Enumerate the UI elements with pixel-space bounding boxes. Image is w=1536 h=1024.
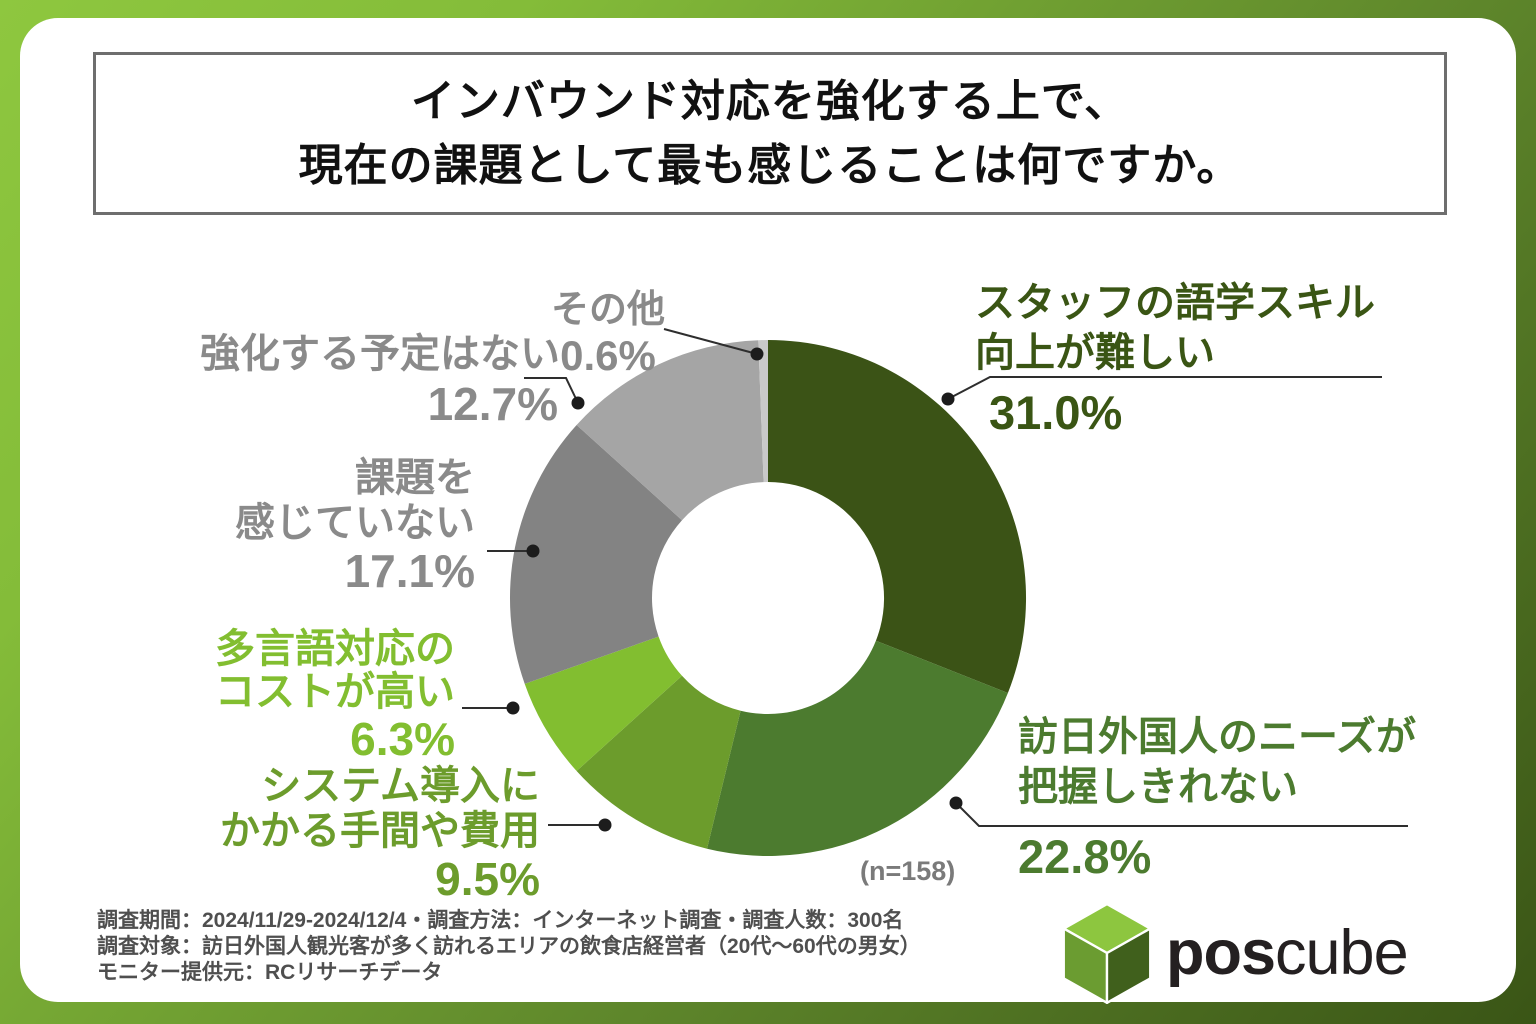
label-no-plan-to-strengthen: 強化する予定はない 12.7% (200, 331, 560, 430)
segment-percent: 0.6% (560, 332, 656, 379)
segment-label-text: かかる手間や費用 (220, 809, 540, 853)
survey-monitor-line: モニター提供元：RCリサーチデータ (97, 961, 443, 984)
segment-label-text: 強化する予定はない (200, 332, 560, 376)
poscube-cube-icon (1062, 902, 1152, 1004)
segment-percent: 9.5% (435, 853, 540, 905)
page-title-line-2: 現在の課題として最も感じることは何ですか。 (298, 140, 1242, 190)
segment-label-text: 把握しきれない (1018, 765, 1298, 809)
sample-size-label: (n=158) (860, 856, 956, 886)
label-system-cost-effort: システム導入に かかる手間や費用 9.5% (200, 764, 540, 904)
segment-label-text: 課題を (355, 456, 475, 500)
label-no-issue-felt: 課題を 感じていない 17.1% (200, 456, 475, 596)
survey-period-line: 調査期間：2024/11/29-2024/12/4・調査方法：インターネット調査… (97, 909, 904, 932)
segment-percent: 22.8% (1018, 830, 1152, 883)
logo-text-cube: cube (1275, 918, 1409, 988)
segment-percent: 12.7% (427, 378, 558, 430)
label-visitor-needs: 訪日外国人のニーズが 把握しきれない 22.8% (1018, 712, 1416, 884)
segment-label-text: コストが高い (215, 670, 455, 714)
cube-right-face (1105, 927, 1152, 1004)
survey-target-line: 調査対象：訪日外国人観光客が多く訪れるエリアの飲食店経営者（20代～60代の男女… (97, 935, 921, 958)
title-box: インバウンド対応を強化する上で、 現在の課題として最も感じることは何ですか。 (93, 52, 1447, 215)
page-title-line-1: インバウンド対応を強化する上で、 (410, 76, 1130, 126)
segment-label-text: 訪日外国人のニーズが (1018, 715, 1416, 759)
segment-percent: 17.1% (344, 545, 475, 597)
poscube-logo: poscube (1060, 901, 1409, 1005)
survey-footnote: 調査期間：2024/11/29-2024/12/4・調査方法：インターネット調査… (97, 908, 921, 986)
logo-text-pos: pos (1166, 918, 1276, 988)
segment-label-text: 多言語対応の (215, 627, 455, 671)
segment-percent: 6.3% (350, 713, 455, 765)
label-multilingual-cost: 多言語対応の コストが高い 6.3% (200, 627, 455, 765)
segment-label-text: その他 (550, 289, 665, 331)
segment-percent: 31.0% (989, 386, 1123, 439)
segment-label-text: スタッフの語学スキル (975, 281, 1375, 325)
segment-label-text: 感じていない (235, 501, 475, 545)
segment-label-text: 向上が難しい (975, 331, 1215, 375)
label-staff-language-skill: スタッフの語学スキル 向上が難しい 31.0% (975, 278, 1375, 440)
segment-label-text: システム導入に (261, 764, 540, 808)
poscube-logo-text: poscube (1166, 901, 1409, 1005)
label-other: その他 0.6% (543, 288, 673, 380)
